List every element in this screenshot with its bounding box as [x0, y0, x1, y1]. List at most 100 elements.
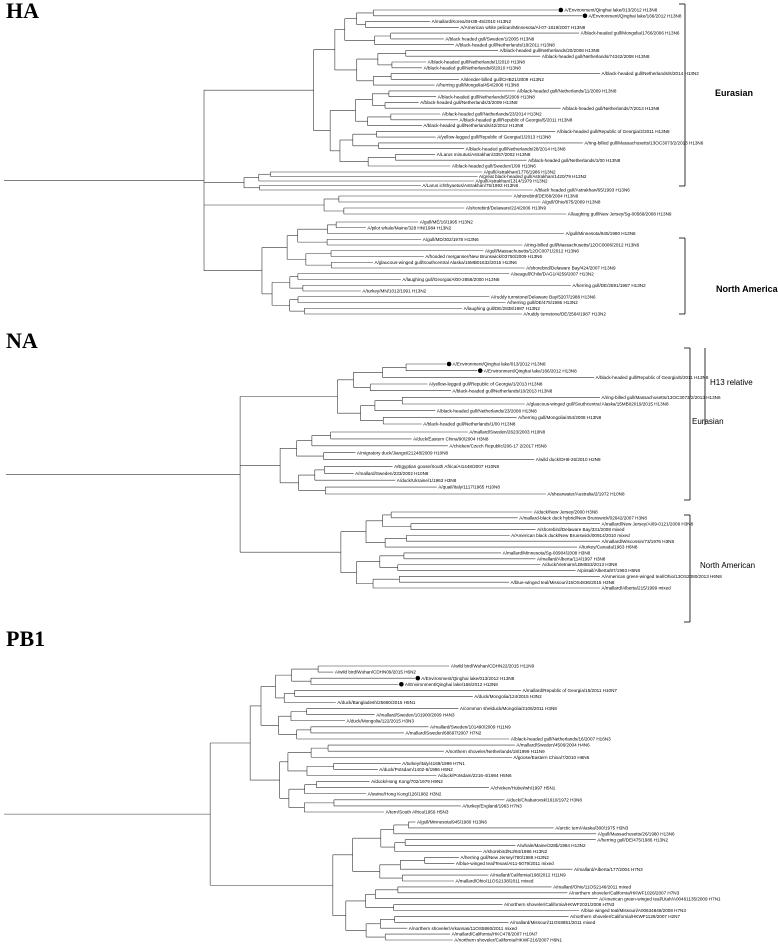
taxon-label: A/gull/ME/16/1995 H13N2 [420, 220, 474, 225]
pb1-group-pb1-qinghai: A/wild bird/Wuhan/CDHN22/2015 H11N9 A/wil… [249, 664, 617, 815]
taxon-label: A/Egyptian goose/South Africa/AI1448/200… [394, 464, 499, 469]
taxon-label: A/American green-winged teal/Utah/A00461… [599, 896, 721, 901]
taxon-label: A/duck/Ukraine/1/1963 H3N8 [397, 478, 457, 483]
taxon-label: A/ring-billed gull/Massachusetts/13OC307… [602, 395, 721, 400]
clade-label: Eurasian [692, 417, 724, 426]
taxon-label: A/shearwater/Australia/2/1972 H10N8 [547, 492, 625, 497]
taxon-label: A/migratory duck/Jiangxi/21248/2009 H10N… [357, 450, 449, 455]
taxon-label: A/mallard/Sweden/68697/2007 H7N2 [405, 731, 481, 736]
taxon-label: A/mallard/Alberta/114/1997 H3N8 [537, 556, 606, 561]
taxon-label: A/gull/Astrakhan/1314/1979 H13N2 [476, 179, 548, 184]
taxon-label: A/wild bird/Wuhan/CDHN09/2015 H6N2 [335, 670, 417, 675]
taxon-label: A/chicken/Hubei/wh/1997 H5N1 [490, 785, 555, 790]
panel-title-na: NA [6, 328, 38, 353]
taxon-label: A/black headed gull/Astrakhan/65/1993 H1… [534, 188, 630, 193]
taxon-label: A/Environment/Qinghai lake/166/2012 H13N… [588, 13, 681, 18]
taxon-label: A/American black duck/New Brunswick/0091… [511, 533, 630, 538]
taxon-label: A/black-headed gull/Netherlands/10/2013 … [452, 388, 552, 393]
taxon-label: A/herring gull/DE/475/1986 H13N2 [507, 300, 578, 305]
taxon-label: A/herring gull/DE/475/1986 H13N2 [597, 837, 668, 842]
taxon-label: A/black-headed gull/Netherlands/18/2011 … [455, 42, 555, 47]
taxon-label: A/wild duck/DH8-26/2010 H2N8 [536, 457, 601, 462]
na-group-h13-relative: A/Environment/Qinghai lake/013/2012 H13N… [337, 362, 721, 427]
taxon-label: A/Environment/Qinghai lake/166/2012 H13N… [405, 682, 498, 687]
taxon-label: A/black-headed gull/Republic of Georgia/… [596, 375, 709, 380]
taxon-label: A/Larus minutus/Astrakhan/3357/2002 H13N… [437, 152, 531, 157]
taxon-label: A/duck/Mongolia/124/2015 H3N2 [474, 694, 542, 699]
taxon-label: A/seagull/Chile/DAG1/4259/2007 H13N2 [511, 271, 594, 276]
taxon-label: A/gull/Massachusetts/26/1980 H13N6 [598, 831, 675, 836]
taxon-label: A/swine/Hong Kong/126/1982 H3N2 [368, 791, 442, 796]
taxon-label: A/turkey/Canada/1963 H6N8 [579, 545, 638, 550]
taxon-label: A/hooded merganser/New Brunswick/03750/2… [425, 254, 542, 259]
ha-group-eurasian-shorebird: A/shorebird/DE/68/2004 H13N9A/gull/Ohio/… [323, 194, 672, 217]
highlight-dot-icon [582, 13, 588, 19]
ha-group-eurasian-astrakhan: A/gull/Astrakhan/1776/1986 H13N2A/great … [243, 170, 630, 193]
taxon-label: A/northern shoveler/California/HKWF2031/… [504, 902, 615, 907]
taxon-label: A/northern shoveler/California/HKWF1026/… [569, 890, 680, 895]
panel-title-pb1: PB1 [6, 626, 45, 651]
taxon-label: A/duck/Vietnam/LBM553/2013 H3N8 [542, 562, 617, 567]
taxon-label: A/mallard/Wisconsin/73/1976 H3N8 [602, 539, 675, 544]
taxon-label: A/blue-winged teal/Missouri/15OS4836/201… [511, 580, 615, 585]
taxon-label: A/duck/Bangladesh/25680/2015 H5N1 [337, 700, 416, 705]
panel-ha: HA Eurasian North American [4, 0, 778, 315]
taxon-label: A/mallard/California/HKC478/2007 H10N7 [452, 932, 538, 937]
taxon-label: A/mallard/California/198/2012 H11N9 [490, 873, 566, 878]
taxon-label: A/yellow-legged gull/Republic of Georgia… [437, 135, 551, 140]
taxon-label: A/black-headed gull/Netherlands/3/2009 H… [420, 100, 518, 105]
taxon-label: A/black-headed gull/Netherlands/8/2010 H… [424, 65, 522, 70]
taxon-label: A/gull/MD/302/1978 H13N6 [423, 237, 479, 242]
taxon-label: A/laughing gull/New Jersey/Sg-00568/2008… [568, 212, 672, 217]
taxon-label: A/northern shoveler/California/HKWF216/2… [454, 938, 562, 943]
taxon-label: A/mallard/Missouri/11OS8851/2011 mixed [510, 920, 596, 925]
taxon-label: A/mallard/Ohio/11OS2146/2011 mixed [553, 885, 631, 890]
taxon-label: A/laughing gull/Georgia/Al00-2858/2000 H… [402, 277, 499, 282]
taxon-label: A/gull/Ohio/675/2009 H13N8 [542, 200, 601, 205]
taxon-label: A/black-headed gull/Mongolia/1766/2006 H… [581, 31, 680, 36]
taxon-label: A/black-headed gull/Netherlands/7/2013 H… [562, 106, 660, 111]
taxon-label: A/ring-billed gull/Massachusetts/13OC307… [584, 140, 703, 145]
taxon-label: A/black headed gull/Sweden/1/2005 H13N8 [445, 36, 534, 41]
taxon-label: A/arctic tern/Alaska/300/1975 H3N3 [555, 826, 628, 831]
ha-group-eurasian-qinghai: A/Environment/Qinghai lake/013/2012 H13N… [313, 7, 704, 169]
taxon-label: A/shorebird/DE/68/2004 H13N9 [514, 194, 579, 199]
taxon-label: A/pilot whale/Maine/328 HN/1984 H13N2 [367, 225, 451, 230]
taxon-label: A/duck/Chabarovsk/1610/1972 H3N8 [506, 797, 582, 802]
taxon-label: A/Environment/Qinghai lake/013/2012 H13N… [564, 8, 657, 13]
panel-na: NA H13 relative Eurasian North American [6, 328, 755, 623]
taxon-label: A/great black-headed gull/Astrakhan/1420… [479, 174, 587, 179]
taxon-label: A/turkey/England/1963 H7N3 [462, 804, 522, 809]
highlight-dot-icon [558, 7, 564, 13]
taxon-label: A/yellow-legged gull/Republic of Georgia… [429, 382, 543, 387]
taxon-label: A/Environment/Qinghai lake/013/2012 H13N… [421, 676, 514, 681]
taxon-label: A/shorebird/Delaware Bay/424/2007 H13N9 [526, 266, 616, 271]
taxon-label: A/shorebird/Delaware/224/2006 H13N9 [466, 206, 547, 211]
na-group-eurasian-other: A/mallard/Sweden/2623/2003 H10N8A/duck/E… [279, 430, 625, 497]
taxon-label: A/duck/Eastern China/90/2004 H3N8 [413, 436, 489, 441]
taxon-label: A/duck/Potsdam/1402-6/1986 H5N2 [379, 767, 453, 772]
taxon-label: A/herring gull/DE/2591/1987 H13N2 [572, 283, 646, 288]
taxon-label: A/blue-winged teal/Texas/AI11-5079/2011 … [456, 861, 554, 866]
taxon-label: A/black-headed gull/Netherlands/23/2014 … [442, 112, 542, 117]
taxon-label: A/black-headed gull/Republic of Georgia/… [460, 117, 573, 122]
taxon-label: A/northern shoveler/Netherlands/18/1999 … [445, 749, 545, 754]
taxon-label: A/tern/South Africa/1959 H5N3 [386, 810, 449, 815]
taxon-label: A/slender-billed gull/CHB21/2009 H13N2 [461, 77, 545, 82]
taxon-label: A/mallard/Sweden/233/2002 H10N8 [355, 471, 429, 476]
taxon-label: A/ring-billed gull/Massachusetts/12OC000… [524, 243, 640, 248]
taxon-label: A/mallard/Korea/SH38-45/2010 H13N2 [432, 19, 512, 24]
taxon-label: A/wild bird/Wuhan/CDHN22/2015 H11N9 [451, 664, 535, 669]
taxon-label: A/herring gull/New Jersey/780/1986 H13N2 [461, 855, 550, 860]
taxon-label: A/black-headed gull/Netherlands/74342/20… [542, 54, 650, 59]
taxon-label: A/Larus ichthyaetus/Astrakhan/75/1993 H1… [422, 183, 518, 188]
taxon-label: A/black-headed gull/Netherlands/6/2014 H… [602, 71, 700, 76]
highlight-dot-icon [399, 681, 404, 687]
taxon-label: A/ruddy turnstone/DE/2564/1987 H13N2 [523, 312, 606, 317]
taxon-label: A/American white pelican/Minnesota/Al-07… [460, 25, 585, 30]
taxon-label: A/herring gull/Mongolia/454/2008 H13N8 [518, 415, 601, 420]
taxon-label: A/mallard/Alberta/177/2004 H7N3 [574, 867, 643, 872]
taxon-label: A/Environment/Qinghai lake/166/2012 H13N… [484, 368, 577, 373]
